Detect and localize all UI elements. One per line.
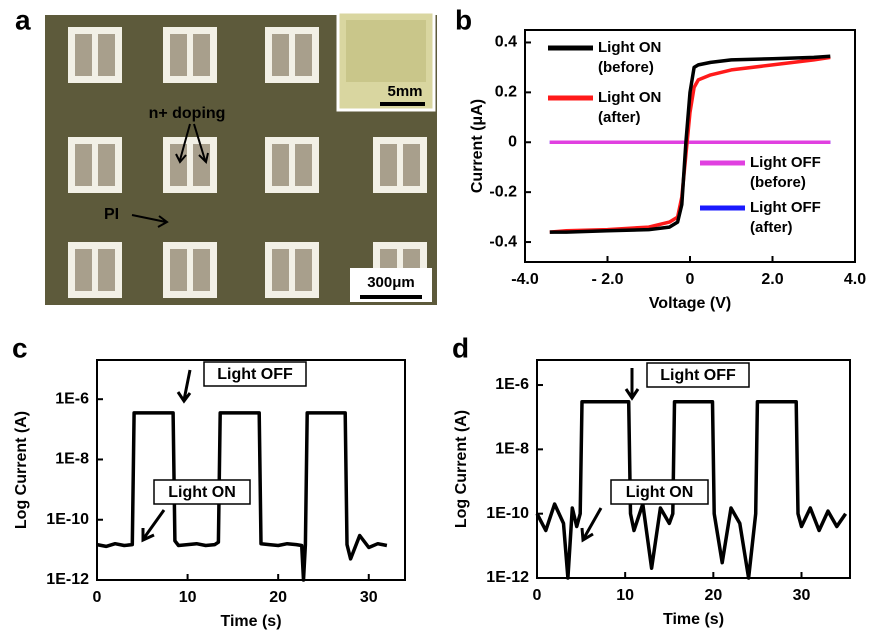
pad-cell — [193, 34, 210, 76]
x-tick-label: 30 — [793, 587, 811, 604]
pad-cell — [170, 144, 187, 186]
annotation-box — [153, 479, 251, 505]
scale-label: 300μm — [367, 274, 415, 291]
annotation-arrow — [580, 507, 603, 543]
x-tick-label: -4.0 — [511, 271, 539, 288]
pad-cell — [295, 249, 312, 291]
plot-frame — [96, 359, 406, 581]
pad-cell — [98, 249, 115, 291]
x-tick-label: 0 — [686, 271, 695, 288]
annotation-box — [646, 362, 750, 388]
pad-cell — [98, 34, 115, 76]
pad-cell — [75, 34, 92, 76]
legend-label: Light OFF (before) — [750, 154, 821, 191]
annotation-arrow — [624, 368, 640, 401]
plot-frame — [536, 359, 851, 579]
plot-frame — [524, 29, 856, 263]
x-tick-label: 30 — [360, 589, 378, 606]
annotation: PI — [104, 206, 119, 223]
legend-entry: Light OFF (before) — [750, 154, 821, 191]
x-tick-label: 10 — [179, 589, 197, 606]
pad-cell — [403, 144, 420, 186]
x-axis-label: Time (s) — [220, 613, 281, 630]
legend-entry: Light ON (after) — [598, 89, 662, 126]
x-tick-label: 10 — [616, 587, 634, 604]
y-axis-label: Log Current (A) — [453, 410, 470, 528]
series-line — [535, 400, 848, 580]
annotation-box — [610, 479, 709, 505]
y-tick-label: 1E-12 — [486, 569, 529, 586]
pad-cell — [98, 144, 115, 186]
pad-cell — [193, 144, 210, 186]
annotation-arrow — [176, 369, 192, 404]
x-tick-label: 0 — [93, 589, 102, 606]
pad-cell — [170, 249, 187, 291]
legend-entry: Light OFF (after) — [750, 199, 821, 236]
x-axis-label: Voltage (V) — [649, 295, 731, 312]
y-tick-label: -0.4 — [489, 233, 517, 250]
annotation-box — [203, 361, 307, 387]
y-tick-label: 1E-10 — [46, 511, 89, 528]
legend-label: Light ON (before) — [598, 39, 662, 76]
legend-label: Light OFF (after) — [750, 199, 821, 236]
arrow — [179, 123, 206, 161]
x-tick-label: 20 — [704, 587, 722, 604]
x-tick-label: 0 — [533, 587, 542, 604]
y-tick-label: -0.2 — [489, 183, 517, 200]
annotation: n+ doping — [149, 105, 226, 122]
y-tick-label: 1E-6 — [495, 376, 529, 393]
legend-label: Light ON (after) — [598, 89, 662, 126]
series-line — [96, 411, 388, 582]
pad-cell — [272, 249, 289, 291]
y-tick-label: 1E-10 — [486, 505, 529, 522]
panel-label: b — [455, 4, 472, 35]
series-line — [549, 54, 831, 234]
panel-label: a — [15, 4, 31, 35]
y-tick-label: 1E-8 — [495, 441, 529, 458]
pad-cell — [75, 249, 92, 291]
pad-cell — [380, 144, 397, 186]
y-axis-label: Current (μA) — [469, 99, 486, 193]
pad-cell — [272, 34, 289, 76]
annotation: Light OFF — [660, 367, 736, 384]
x-tick-label: - 2.0 — [591, 271, 623, 288]
annotation: Light ON — [626, 484, 694, 501]
inset-scale-label: 5mm — [387, 83, 422, 100]
arrow — [131, 214, 169, 228]
annotation: Light ON — [168, 484, 236, 501]
y-tick-label: 1E-6 — [55, 390, 89, 407]
x-axis-label: Time (s) — [663, 611, 724, 628]
y-axis-label: Log Current (A) — [13, 411, 30, 529]
annotation-arrow — [141, 509, 166, 543]
legend-entry: Light ON (before) — [598, 39, 662, 76]
pad-cell — [295, 34, 312, 76]
y-tick-label: 0.2 — [495, 84, 517, 101]
y-tick-label: 1E-8 — [55, 451, 89, 468]
pad-cell — [193, 249, 210, 291]
annotation: Light OFF — [217, 366, 293, 383]
x-tick-label: 2.0 — [761, 271, 783, 288]
y-tick-label: 0 — [508, 133, 517, 150]
pad-cell — [170, 34, 187, 76]
y-tick-label: 1E-12 — [46, 571, 89, 588]
panel-label: d — [452, 332, 469, 363]
pad-cell — [295, 144, 312, 186]
panel-label: c — [12, 332, 28, 363]
pad-cell — [272, 144, 289, 186]
y-tick-label: 0.4 — [495, 34, 517, 51]
inset-array — [346, 20, 426, 82]
x-tick-label: 20 — [269, 589, 287, 606]
arrow-head — [175, 152, 209, 164]
photo-panel: 5mm 300μm n+ doping PI a — [15, 4, 437, 305]
pad-cell — [75, 144, 92, 186]
x-tick-label: 4.0 — [844, 271, 866, 288]
